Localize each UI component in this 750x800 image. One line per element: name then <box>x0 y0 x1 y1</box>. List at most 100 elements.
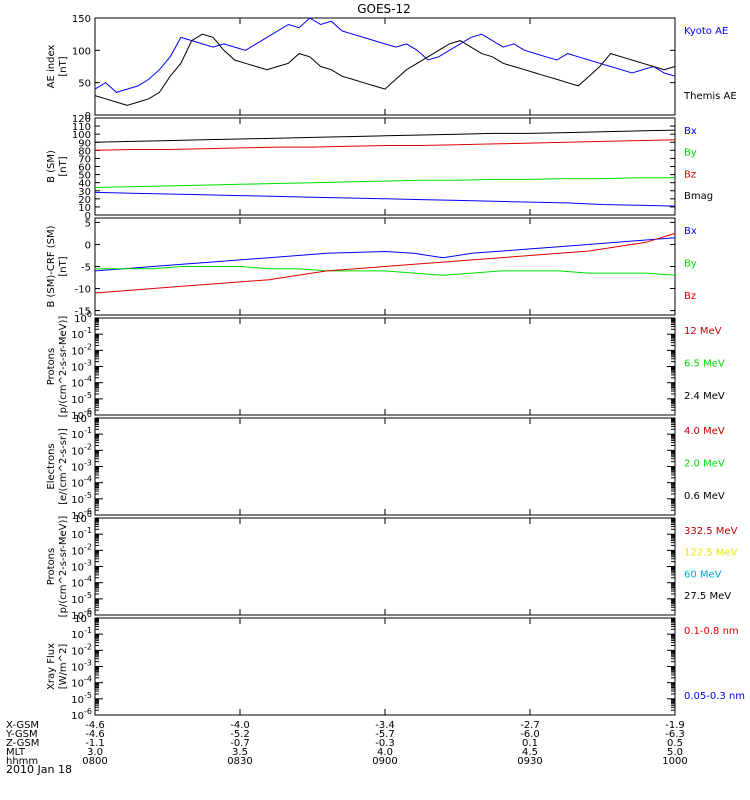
y-tick-label: -5 <box>81 263 91 274</box>
series-line-by <box>94 177 675 188</box>
y-tick-label: 20 <box>78 195 91 206</box>
orbit-cell: 1000 <box>662 756 687 767</box>
orbit-cell: 3.5 <box>232 747 248 758</box>
legend-entry: 0.1-0.8 nm <box>684 626 739 637</box>
panel-frame <box>94 317 676 416</box>
orbit-cell: 0930 <box>517 756 542 767</box>
y-tick-label: 10-4 <box>71 675 92 690</box>
y-tick-label: 100 <box>72 130 91 141</box>
y-tick-label: 10-2 <box>71 442 92 457</box>
date-label: 2010 Jan 18 <box>6 763 72 776</box>
legend-entry: 2.4 MeV <box>684 391 725 402</box>
y-tick-label: 90 <box>78 138 91 149</box>
legend-entry: Bz <box>684 169 696 180</box>
y-axis-label: Xray Flux <box>46 643 57 690</box>
y-tick-label: 100 <box>74 310 92 325</box>
y-tick-label: 10-6 <box>71 407 92 422</box>
legend-entry: By <box>684 148 697 159</box>
y-tick-label: 10-3 <box>71 359 92 374</box>
panel-frame <box>94 517 676 616</box>
y-tick-label: 10-4 <box>71 375 92 390</box>
y-tick-label: 10-1 <box>71 326 92 341</box>
figure-title: GOES-12 <box>357 2 411 16</box>
orbit-row-label: Y-GSM <box>5 729 38 740</box>
y-axis-unit: [W/m^2] <box>58 644 69 690</box>
orbit-cell: -6.3 <box>665 729 685 740</box>
panel-frame <box>94 417 676 516</box>
series-line-bmag <box>94 129 676 143</box>
orbit-cell: -5.7 <box>375 729 395 740</box>
legend-entry: 6.5 MeV <box>684 359 725 370</box>
y-tick-label: 10-2 <box>71 542 92 557</box>
legend-entry: By <box>684 259 697 270</box>
series-line-bx <box>94 191 676 207</box>
y-tick-label: -10 <box>75 285 91 296</box>
y-axis-label: B (SM)-CRF (SM) <box>46 225 57 307</box>
legend-entry: 60 MeV <box>684 569 722 580</box>
y-tick-label: 10-6 <box>71 707 92 722</box>
orbit-cell: -4.6 <box>85 729 105 740</box>
legend-entry: 12 MeV <box>684 326 722 337</box>
orbit-cell: -3.4 <box>375 720 395 731</box>
y-tick-label: 80 <box>78 146 91 157</box>
legend-entry: 0.6 MeV <box>684 491 725 502</box>
panel-frame <box>94 17 676 116</box>
y-axis-label: Protons <box>46 348 57 385</box>
orbit-cell: 0800 <box>82 756 107 767</box>
y-tick-label: 50 <box>78 171 91 182</box>
orbit-cell: 3.0 <box>87 747 103 758</box>
orbit-cell: -4.0 <box>230 720 250 731</box>
y-tick-label: 10-5 <box>71 391 92 406</box>
y-axis-label: Protons <box>46 548 57 585</box>
y-tick-label: 0 <box>85 240 91 251</box>
y-tick-label: 100 <box>72 46 91 57</box>
y-tick-label: 120 <box>72 114 91 125</box>
orbit-cell: 0.1 <box>522 738 538 749</box>
y-tick-label: 110 <box>72 122 91 133</box>
panel-3: -15 -10 -5 0 5 B (SM)-CRF (SM) [nT] Bx By Bz <box>46 217 697 318</box>
panel-1: 0 50 100 150 AE index [nT] Kyoto AE Themis AE <box>46 14 737 122</box>
y-tick-label: 10-6 <box>71 607 92 622</box>
y-tick-label: 10-3 <box>71 459 92 474</box>
y-tick-label: 10 <box>78 203 91 214</box>
series-line-bz <box>94 232 676 294</box>
orbit-cell: -2.7 <box>520 720 540 731</box>
y-tick-label: 10-2 <box>71 342 92 357</box>
orbit-cell: 0830 <box>227 756 252 767</box>
series-line-themis-ae <box>94 33 676 106</box>
y-tick-label: 100 <box>74 410 92 425</box>
y-tick-label: 0 <box>85 211 91 222</box>
y-axis-unit: [p/(cm^2-s-sr-MeV)] <box>58 516 69 618</box>
y-axis-unit: [nT] <box>58 256 69 276</box>
orbit-cell: 0.5 <box>667 738 683 749</box>
orbit-row-label: X-GSM <box>6 720 39 731</box>
legend-entry: Kyoto AE <box>684 26 728 37</box>
y-tick-label: 70 <box>78 154 91 165</box>
y-axis-unit: [p/(cm^2-s-sr-MeV)] <box>58 316 69 418</box>
series-line-bx <box>94 237 676 272</box>
y-tick-label: 150 <box>72 14 91 25</box>
y-axis-label: Electrons <box>46 443 57 489</box>
y-tick-label: 10-1 <box>71 626 92 641</box>
y-tick-label: 10-4 <box>71 575 92 590</box>
y-tick-label: 100 <box>74 610 92 625</box>
legend-entry: Themis AE <box>683 91 737 102</box>
y-axis-unit: [nT] <box>58 156 69 176</box>
legend-entry: Bx <box>684 126 697 137</box>
y-tick-label: 10-2 <box>71 642 92 657</box>
legend-entry: Bx <box>684 226 697 237</box>
legend-entry: Bz <box>684 291 696 302</box>
legend-entry: 0.05-0.3 nm <box>684 691 745 702</box>
series-line-by <box>95 266 676 276</box>
orbit-table: X-GSMY-GSMZ-GSMMLThhmm-4.6-4.6-1.13.0080… <box>5 720 688 767</box>
y-tick-label: 10-6 <box>71 507 92 522</box>
orbit-cell: -6.0 <box>520 729 540 740</box>
legend-entry: 27.5 MeV <box>684 591 731 602</box>
y-axis-unit: [e/(cm^2-s-sr)] <box>58 428 69 505</box>
